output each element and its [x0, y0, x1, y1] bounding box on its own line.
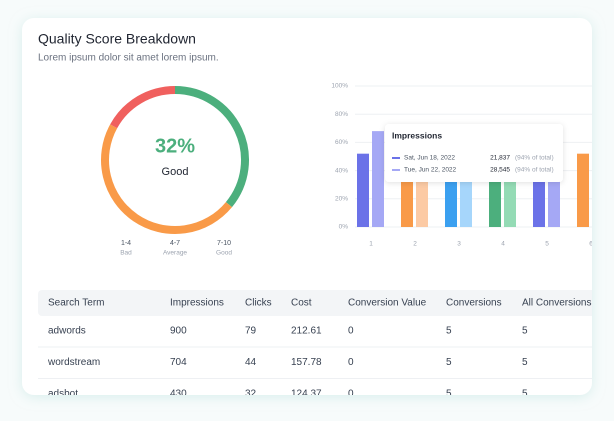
tooltip-value: 21,837	[490, 155, 510, 162]
bar	[577, 153, 589, 227]
x-tick-label: 1	[369, 241, 373, 248]
tooltip-share: (94% of total)	[515, 155, 554, 162]
x-tick-label: 3	[457, 241, 461, 248]
table-cell: 5	[522, 357, 528, 368]
bar	[372, 131, 384, 227]
table-header-bg	[38, 290, 592, 316]
table-cell: 0	[348, 357, 354, 368]
donut-segment	[101, 124, 233, 234]
title: Quality Score Breakdown	[38, 31, 196, 47]
tooltip-value: 28,545	[490, 167, 510, 174]
table-cell: 5	[446, 389, 452, 400]
donut-segment	[174, 86, 249, 208]
table-cell: 5	[522, 389, 528, 400]
table-cell: wordstream	[47, 357, 100, 368]
donut-segment	[110, 86, 176, 129]
tooltip-date: Sat, Jun 18, 2022	[404, 155, 455, 162]
x-tick-label: 5	[545, 241, 549, 248]
bar	[357, 153, 369, 227]
legend-label: Average	[163, 250, 187, 257]
y-tick-label: 20%	[335, 196, 348, 203]
table-cell: 157.78	[291, 357, 322, 368]
legend-range: 1-4	[121, 240, 131, 247]
table-cell: 124.37	[291, 389, 322, 400]
table-cell: 5	[446, 326, 452, 337]
y-tick-label: 40%	[335, 167, 348, 174]
table-cell: adwords	[48, 326, 86, 337]
donut-status: Good	[162, 166, 189, 178]
table-cell: adsbot	[48, 389, 78, 400]
tooltip-box	[385, 124, 563, 182]
table-header: Conversions	[446, 298, 502, 309]
tooltip-title: Impressions	[392, 130, 442, 140]
tooltip: Impressions Sat, Jun 18, 2022 21,837 (94% o…	[385, 124, 563, 182]
legend-range: 7-10	[217, 240, 231, 247]
y-tick-label: 100%	[331, 83, 348, 90]
table-cell: 0	[348, 389, 354, 400]
table-header: Cost	[291, 298, 312, 309]
donut-value: 32%	[155, 135, 195, 157]
x-tick-label: 6	[589, 241, 593, 248]
tooltip-share: (94% of total)	[515, 167, 554, 174]
y-tick-label: 0%	[339, 224, 349, 231]
table-cell: 900	[170, 326, 187, 337]
subtitle: Lorem ipsum dolor sit amet lorem ipsum.	[38, 53, 219, 64]
legend-label: Bad	[120, 250, 132, 257]
table-cell: 430	[170, 389, 187, 400]
legend-range: 4-7	[170, 240, 180, 247]
y-tick-label: 80%	[335, 111, 348, 118]
x-tick-label: 4	[501, 241, 505, 248]
table-header: Conversion Value	[348, 298, 427, 309]
table-cell: 5	[446, 357, 452, 368]
bar	[592, 154, 604, 227]
y-tick-label: 60%	[335, 139, 348, 146]
table-cell: 44	[245, 357, 257, 368]
table-cell: 32	[245, 389, 257, 400]
x-tick-label: 2	[413, 241, 417, 248]
legend-label: Good	[216, 250, 232, 257]
table-cell: 0	[348, 326, 354, 337]
table-cell: 212.61	[291, 326, 322, 337]
tooltip-date: Tue, Jun 22, 2022	[404, 167, 457, 174]
card-content: Quality Score Breakdown Lorem ipsum dolo…	[38, 31, 604, 400]
table-header: All Conversions	[522, 298, 591, 309]
table-header: Clicks	[245, 298, 272, 309]
table-header: Impressions	[170, 298, 224, 309]
table-cell: 704	[170, 357, 187, 368]
table-cell: 79	[245, 326, 257, 337]
table-cell: 5	[522, 326, 528, 337]
table-header: Search Term	[48, 298, 105, 309]
